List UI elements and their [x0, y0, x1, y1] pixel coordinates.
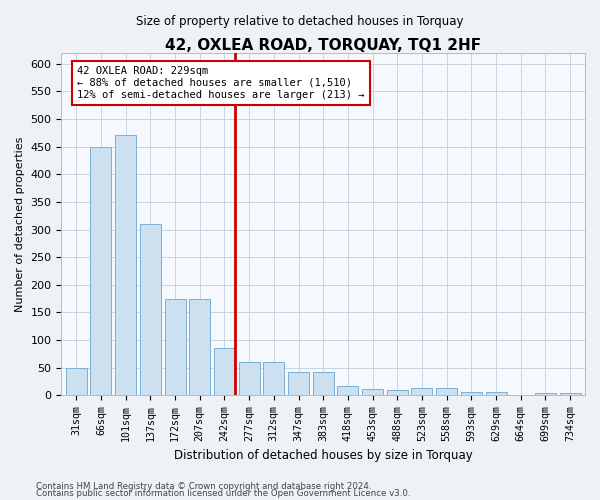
- Bar: [560, 392, 581, 396]
- Text: Contains HM Land Registry data © Crown copyright and database right 2024.: Contains HM Land Registry data © Crown c…: [36, 482, 371, 491]
- Bar: [140, 224, 161, 396]
- Text: Contains public sector information licensed under the Open Government Licence v3: Contains public sector information licen…: [36, 489, 410, 498]
- Bar: [189, 298, 210, 396]
- Text: Size of property relative to detached houses in Torquay: Size of property relative to detached ho…: [136, 14, 464, 28]
- Bar: [337, 386, 358, 396]
- Bar: [214, 348, 235, 396]
- Bar: [485, 392, 506, 396]
- Bar: [91, 146, 112, 396]
- Bar: [436, 388, 457, 396]
- Bar: [412, 388, 433, 396]
- Title: 42, OXLEA ROAD, TORQUAY, TQ1 2HF: 42, OXLEA ROAD, TORQUAY, TQ1 2HF: [165, 38, 481, 52]
- Bar: [288, 372, 309, 396]
- Bar: [239, 362, 260, 396]
- Bar: [313, 372, 334, 396]
- Bar: [362, 389, 383, 396]
- X-axis label: Distribution of detached houses by size in Torquay: Distribution of detached houses by size …: [174, 450, 473, 462]
- Bar: [387, 390, 408, 396]
- Bar: [115, 136, 136, 396]
- Bar: [535, 392, 556, 396]
- Bar: [263, 362, 284, 396]
- Text: 42 OXLEA ROAD: 229sqm
← 88% of detached houses are smaller (1,510)
12% of semi-d: 42 OXLEA ROAD: 229sqm ← 88% of detached …: [77, 66, 365, 100]
- Y-axis label: Number of detached properties: Number of detached properties: [15, 136, 25, 312]
- Bar: [164, 298, 185, 396]
- Bar: [66, 368, 87, 396]
- Bar: [461, 392, 482, 396]
